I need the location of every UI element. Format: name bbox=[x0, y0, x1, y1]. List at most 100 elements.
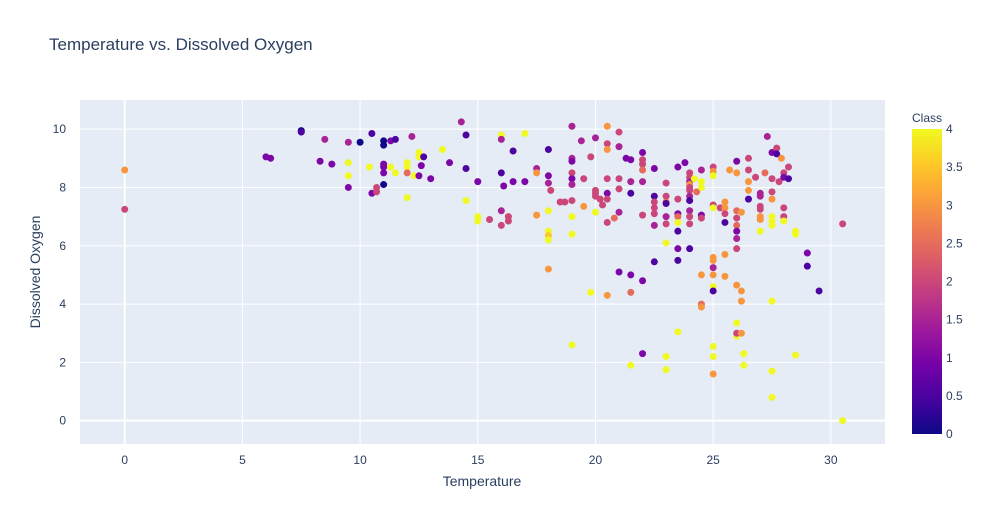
data-point bbox=[752, 173, 760, 181]
data-point bbox=[639, 148, 647, 156]
x-tick-label: 15 bbox=[471, 453, 485, 467]
data-point bbox=[721, 204, 729, 212]
data-point bbox=[121, 166, 129, 174]
data-point bbox=[697, 166, 705, 174]
data-point bbox=[744, 178, 752, 186]
data-point bbox=[662, 366, 670, 374]
data-point bbox=[497, 207, 505, 215]
x-tick-label: 30 bbox=[824, 453, 838, 467]
data-point bbox=[697, 183, 705, 191]
data-point bbox=[627, 189, 635, 197]
data-point bbox=[662, 213, 670, 221]
data-point bbox=[784, 163, 792, 171]
data-point bbox=[533, 211, 541, 219]
data-point bbox=[596, 195, 604, 203]
x-tick-label: 5 bbox=[239, 453, 246, 467]
data-point bbox=[603, 291, 611, 299]
data-point bbox=[780, 204, 788, 212]
data-point bbox=[662, 192, 670, 200]
data-point bbox=[709, 271, 717, 279]
data-point bbox=[603, 140, 611, 148]
data-point bbox=[603, 189, 611, 197]
data-point bbox=[547, 186, 555, 194]
data-point bbox=[446, 159, 454, 167]
data-point bbox=[568, 197, 576, 205]
data-point bbox=[627, 361, 635, 369]
data-point bbox=[387, 163, 395, 171]
data-points bbox=[121, 118, 847, 425]
data-point bbox=[417, 162, 425, 170]
data-point bbox=[380, 141, 388, 149]
data-point bbox=[709, 204, 717, 212]
data-point bbox=[674, 213, 682, 221]
data-point bbox=[721, 251, 729, 259]
data-point bbox=[761, 169, 769, 177]
data-point bbox=[615, 185, 623, 193]
data-point bbox=[438, 146, 446, 154]
data-point bbox=[615, 268, 623, 276]
data-point bbox=[391, 169, 399, 177]
data-point bbox=[639, 178, 647, 186]
data-point bbox=[686, 207, 694, 215]
data-point bbox=[591, 208, 599, 216]
plot-area bbox=[80, 100, 885, 444]
data-point bbox=[403, 194, 411, 202]
data-point bbox=[674, 227, 682, 235]
data-point bbox=[674, 256, 682, 264]
data-point bbox=[497, 135, 505, 143]
data-point bbox=[615, 208, 623, 216]
data-point bbox=[733, 227, 741, 235]
data-point bbox=[366, 163, 374, 171]
data-point bbox=[780, 217, 788, 225]
data-point bbox=[756, 205, 764, 213]
data-point bbox=[639, 350, 647, 358]
data-point bbox=[568, 122, 576, 130]
data-point bbox=[474, 178, 482, 186]
data-point bbox=[792, 230, 800, 238]
data-point bbox=[740, 350, 748, 358]
data-point bbox=[615, 143, 623, 151]
data-point bbox=[768, 175, 776, 183]
data-point bbox=[686, 245, 694, 253]
data-point bbox=[462, 131, 470, 139]
data-point bbox=[681, 159, 689, 167]
data-point bbox=[733, 221, 741, 229]
data-point bbox=[775, 178, 783, 186]
data-point bbox=[756, 216, 764, 224]
data-point bbox=[580, 175, 588, 183]
data-point bbox=[380, 169, 388, 177]
data-point bbox=[686, 197, 694, 205]
data-point bbox=[773, 144, 781, 152]
data-point bbox=[733, 319, 741, 327]
colorbar-tick-label: 1 bbox=[946, 351, 953, 365]
data-point bbox=[599, 201, 607, 209]
data-point bbox=[709, 287, 717, 295]
data-point bbox=[690, 175, 698, 183]
data-point bbox=[408, 132, 416, 140]
data-point bbox=[427, 175, 435, 183]
data-point bbox=[768, 297, 776, 305]
data-point bbox=[744, 154, 752, 162]
data-point bbox=[768, 367, 776, 375]
data-point bbox=[521, 130, 529, 138]
data-point bbox=[662, 239, 670, 247]
data-point bbox=[792, 351, 800, 359]
data-point bbox=[568, 213, 576, 221]
data-point bbox=[316, 157, 324, 165]
data-point bbox=[674, 218, 682, 226]
data-point bbox=[674, 195, 682, 203]
data-point bbox=[627, 156, 635, 164]
x-axis-title: Temperature bbox=[443, 473, 522, 489]
data-point bbox=[639, 166, 647, 174]
data-point bbox=[603, 195, 611, 203]
colorbar bbox=[912, 129, 942, 434]
data-point bbox=[756, 227, 764, 235]
data-point bbox=[733, 234, 741, 242]
data-point bbox=[568, 230, 576, 238]
data-point bbox=[504, 217, 512, 225]
x-tick-label: 25 bbox=[706, 453, 720, 467]
colorbar-tick-label: 4 bbox=[946, 122, 953, 136]
colorbar-tick-label: 2.5 bbox=[946, 236, 963, 250]
